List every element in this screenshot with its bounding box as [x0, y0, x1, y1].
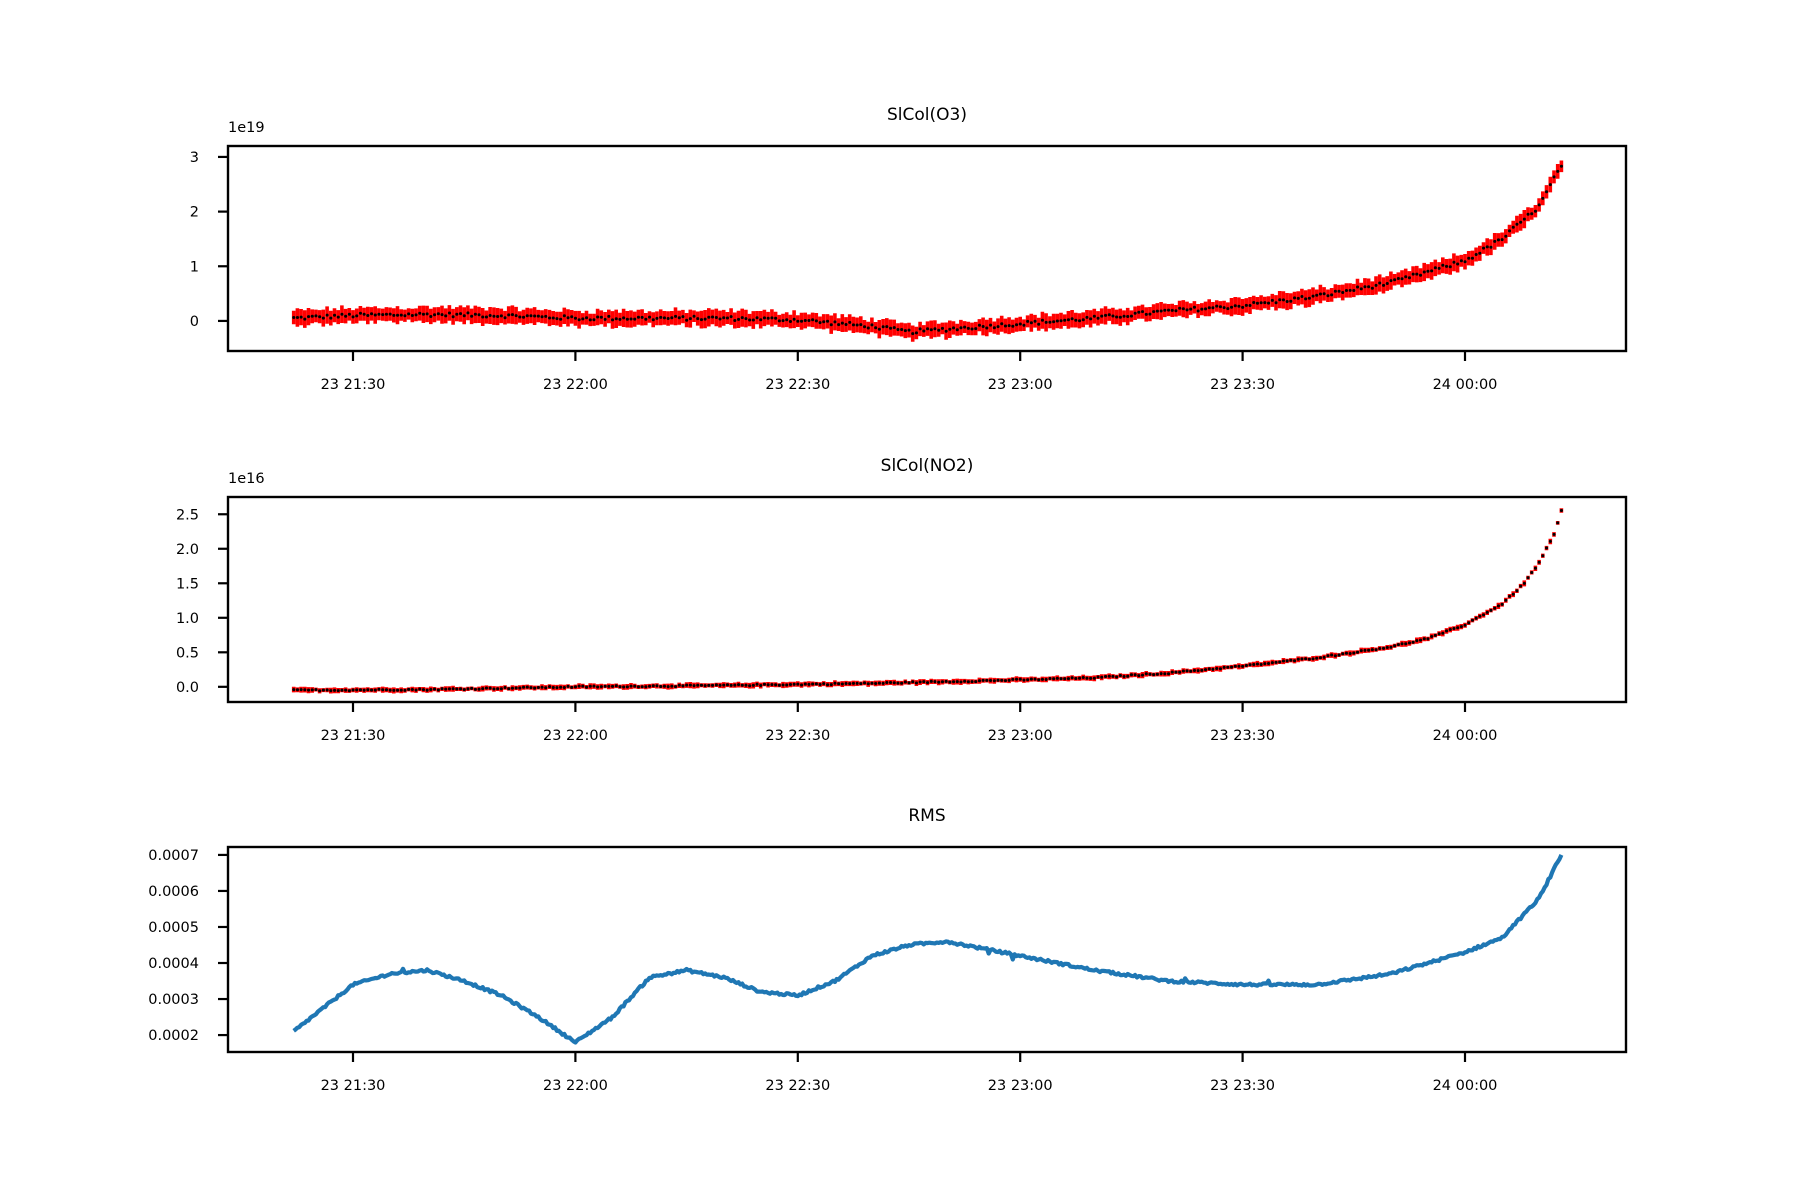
chart-panel-no2: SlCol(NO2) 1e16 23 21:30 23 22:00 23 22:30… — [176, 456, 1628, 744]
x-tick-label: 23 21:30 — [321, 728, 386, 744]
chart-title: SlCol(O3) — [887, 105, 967, 125]
error-bar-strokes — [291, 508, 1564, 694]
x-tick-label: 23 23:30 — [1210, 377, 1275, 393]
y-tick-label: 0 — [190, 314, 199, 330]
y-tick-label: 0.0007 — [148, 848, 199, 864]
x-tick-label: 23 22:00 — [543, 377, 608, 393]
chart-panel-o3: SlCol(O3) 1e19 23 21:30 23 22:00 23 22:30 2… — [190, 105, 1628, 393]
data-series — [291, 160, 1564, 342]
y-tick-label: 2.5 — [176, 507, 199, 523]
axes-frame — [226, 144, 1628, 353]
axes-frame — [226, 495, 1628, 704]
x-tick-label: 24 00:00 — [1433, 1078, 1498, 1094]
y-tick-label: 0.0005 — [148, 920, 199, 936]
x-tick-label: 23 23:30 — [1210, 728, 1275, 744]
x-tick-label: 23 22:30 — [765, 728, 830, 744]
marker-strokes — [292, 509, 1563, 693]
error-bars — [291, 508, 1564, 694]
chart-panel-rms: RMS 23 21:30 23 22:00 23 22:30 23 23:00 23 2… — [148, 806, 1628, 1094]
chart-title: RMS — [908, 806, 945, 826]
data-points — [292, 164, 1563, 336]
x-tick-label: 23 22:00 — [543, 1078, 608, 1094]
y-tick-label: 2 — [190, 205, 199, 221]
y-tick-label: 0.0006 — [148, 884, 199, 900]
x-tick-label: 23 23:30 — [1210, 1078, 1275, 1094]
data-points — [292, 509, 1563, 693]
rms-line — [292, 854, 1564, 1045]
y-offset-label: 1e16 — [228, 471, 265, 487]
axes-frame — [226, 845, 1628, 1054]
marker-strokes — [292, 164, 1563, 336]
y-tick-label: 0.0002 — [148, 1028, 199, 1044]
y-offset-label: 1e19 — [228, 120, 265, 136]
y-tick-label: 1.0 — [176, 611, 199, 627]
error-bars — [291, 160, 1564, 342]
x-tick-label: 23 23:00 — [988, 1078, 1053, 1094]
chart-title: SlCol(NO2) — [881, 456, 974, 476]
data-series — [292, 854, 1564, 1045]
x-tick-label: 23 21:30 — [321, 377, 386, 393]
x-tick-label: 23 22:30 — [765, 377, 830, 393]
data-series — [291, 508, 1564, 694]
x-tick-label: 24 00:00 — [1433, 377, 1498, 393]
y-tick-label: 3 — [190, 150, 199, 166]
x-tick-label: 23 22:00 — [543, 728, 608, 744]
y-tick-label: 1 — [190, 259, 199, 275]
x-tick-label: 24 00:00 — [1433, 728, 1498, 744]
y-tick-label: 0.0 — [176, 680, 199, 696]
x-tick-label: 23 23:00 — [988, 728, 1053, 744]
y-tick-label: 0.0004 — [148, 956, 199, 972]
x-tick-label: 23 22:30 — [765, 1078, 830, 1094]
y-tick-label: 1.5 — [176, 576, 199, 592]
y-tick-label: 0.0003 — [148, 992, 199, 1008]
x-tick-label: 23 23:00 — [988, 377, 1053, 393]
y-tick-label: 2.0 — [176, 542, 199, 558]
y-tick-label: 0.5 — [176, 645, 199, 661]
x-tick-label: 23 21:30 — [321, 1078, 386, 1094]
error-bar-strokes — [291, 160, 1564, 342]
